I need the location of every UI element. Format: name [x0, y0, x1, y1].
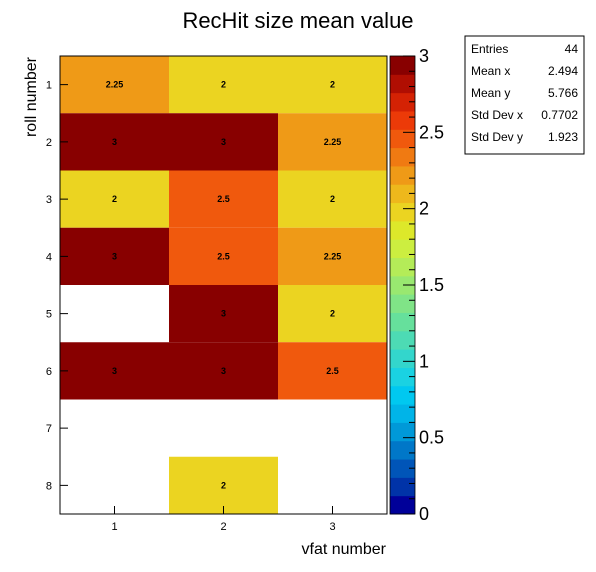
- cell-value-label: 2: [221, 480, 226, 490]
- stat-name: Entries: [471, 42, 508, 56]
- palette-swatch: [390, 367, 415, 387]
- stat-value: 2.494: [548, 64, 578, 78]
- stat-name: Mean x: [471, 64, 510, 78]
- heatmap-cell: [169, 456, 278, 514]
- y-tick-label: 2: [46, 137, 52, 149]
- heatmap-cell: [278, 227, 387, 285]
- cell-value-label: 2: [112, 194, 117, 204]
- palette-swatch: [390, 495, 415, 515]
- cell-value-label: 3: [221, 137, 226, 147]
- palette-swatch: [390, 129, 415, 149]
- palette-swatch: [390, 275, 415, 295]
- cell-value-label: 2: [330, 80, 335, 90]
- heatmap-cell: [278, 342, 387, 400]
- y-tick-label: 7: [46, 423, 52, 435]
- stats-box: Entries 44 Mean x 2.494 Mean y 5.766 Std Dev x…: [464, 35, 585, 155]
- palette-swatch: [390, 257, 415, 277]
- palette-swatch: [390, 74, 415, 94]
- palette-swatch: [390, 294, 415, 313]
- heatmap-cell: [278, 113, 387, 171]
- palette-swatch: [390, 202, 415, 222]
- palette-swatch: [390, 110, 415, 130]
- z-tick-label: 2: [419, 199, 429, 219]
- palette-swatch: [390, 220, 415, 240]
- stat-value: 0.7702: [541, 108, 578, 122]
- cell-value-label: 3: [112, 251, 117, 261]
- heatmap-cell: [169, 227, 278, 285]
- cell-value-label: 2.25: [324, 251, 342, 261]
- heatmap-cell: [278, 56, 387, 114]
- cell-value-label: 3: [221, 366, 226, 376]
- chart-title: RecHit size mean value: [182, 8, 413, 33]
- x-tick-label: 2: [220, 521, 226, 533]
- cell-value-label: 2: [330, 309, 335, 319]
- z-tick-label: 3: [419, 46, 429, 66]
- cell-value-label: 2.25: [324, 137, 342, 147]
- z-tick-label: 1: [419, 351, 429, 371]
- x-tick-label: 3: [329, 521, 335, 533]
- palette-swatch: [390, 477, 415, 497]
- stat-name: Mean y: [471, 86, 510, 100]
- heatmap-cell: [169, 342, 278, 400]
- heatmap-cell: [169, 113, 278, 171]
- palette-swatch: [390, 459, 415, 478]
- y-tick-label: 4: [46, 251, 52, 263]
- x-axis: 1 2 3: [111, 506, 336, 533]
- heatmap-cells: 2.25 2 2 3 3 2.25 2 2.5 2 3 2.5 2.25 3 2 3 3 2.5 2: [60, 56, 387, 514]
- heatmap-cell: [60, 342, 169, 400]
- cell-value-label: 2: [330, 194, 335, 204]
- palette-swatch: [390, 440, 415, 460]
- cell-value-label: 3: [112, 366, 117, 376]
- y-axis: 1 2 3 4 5 6 7 8: [46, 80, 68, 492]
- heatmap-cell: [60, 113, 169, 171]
- palette-swatch: [390, 147, 415, 167]
- y-tick-label: 5: [46, 309, 52, 321]
- x-tick-label: 1: [111, 521, 117, 533]
- palette-swatch: [390, 92, 415, 112]
- heatmap-cell: [60, 170, 169, 228]
- z-tick-label: 0.5: [419, 428, 444, 448]
- heatmap-cell: [278, 170, 387, 228]
- cell-value-label: 2: [221, 80, 226, 90]
- stat-value: 44: [565, 42, 579, 56]
- y-tick-label: 3: [46, 194, 52, 206]
- y-tick-label: 8: [46, 480, 52, 492]
- x-axis-label: vfat number: [302, 541, 387, 558]
- palette-swatch: [390, 312, 415, 332]
- cell-value-label: 2.5: [217, 251, 230, 261]
- palette-swatch: [390, 385, 415, 405]
- cell-value-label: 2.5: [326, 366, 339, 376]
- y-axis-label: roll number: [23, 56, 40, 137]
- color-scale: 0 0.5 1 1.5 2 2.5 3: [389, 46, 444, 524]
- heatmap-cell: [278, 285, 387, 343]
- palette-swatch: [390, 404, 415, 423]
- palette-swatch: [390, 165, 415, 185]
- stat-name: Std Dev y: [471, 130, 523, 144]
- palette-swatch: [390, 56, 415, 75]
- palette-swatch: [390, 422, 415, 442]
- heatmap-cell: [169, 285, 278, 343]
- heatmap-cell: [169, 170, 278, 228]
- palette-swatch: [390, 184, 415, 204]
- cell-value-label: 3: [112, 137, 117, 147]
- palette-swatch: [390, 239, 415, 259]
- heatmap-cell: [60, 227, 169, 285]
- heatmap-cell: [169, 56, 278, 114]
- z-tick-label: 1.5: [419, 275, 444, 295]
- palette-swatch: [390, 349, 415, 368]
- stat-value: 5.766: [548, 86, 578, 100]
- stats-box-border: [464, 35, 585, 155]
- cell-value-label: 3: [221, 309, 226, 319]
- cell-value-label: 2.5: [217, 194, 230, 204]
- z-tick-label: 2.5: [419, 122, 444, 142]
- cell-value-label: 2.25: [106, 80, 124, 90]
- palette-swatch: [390, 330, 415, 350]
- heatmap-cell: [60, 56, 169, 114]
- stat-value: 1.923: [548, 130, 578, 144]
- y-tick-label: 6: [46, 366, 52, 378]
- z-tick-label: 0: [419, 504, 429, 524]
- y-tick-label: 1: [46, 80, 52, 92]
- stat-name: Std Dev x: [471, 108, 523, 122]
